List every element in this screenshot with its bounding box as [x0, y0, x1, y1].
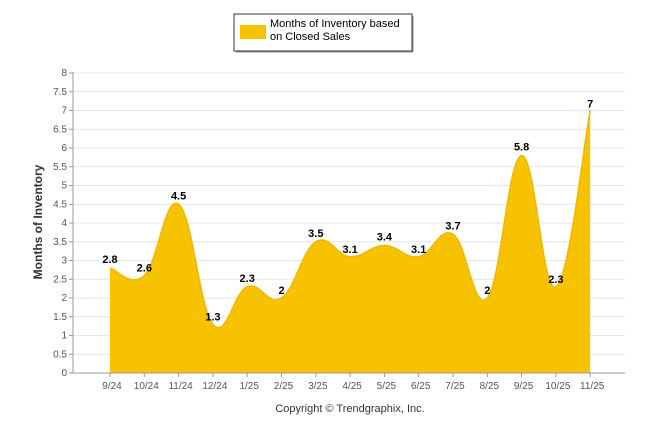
- legend-swatch: [240, 25, 266, 39]
- y-tick-label: 1: [61, 331, 67, 342]
- data-label: 2.6: [137, 263, 152, 275]
- y-tick-label: 3.5: [53, 237, 67, 248]
- y-tick-label: 2.5: [53, 274, 67, 285]
- y-tick-label: 2: [61, 293, 67, 304]
- series-line: [109, 110, 591, 329]
- x-tick-label: 11/25: [580, 381, 605, 392]
- y-tick-label: 5: [61, 181, 67, 192]
- x-tick-label: 1/25: [239, 381, 259, 392]
- x-tick-label: 7/25: [445, 381, 465, 392]
- series-area: [110, 110, 591, 373]
- data-label: 2.3: [240, 273, 255, 285]
- y-tick-label: 4: [61, 218, 67, 229]
- x-tick-label: 10/24: [134, 381, 159, 392]
- y-axis-title: Months of Inventory: [31, 164, 45, 279]
- data-label: 2: [278, 285, 284, 297]
- y-tick-label: 5.5: [53, 162, 67, 173]
- x-tick-label: 12/24: [202, 381, 227, 392]
- legend-label-line2: on Closed Sales: [270, 31, 351, 43]
- data-label: 3.5: [308, 228, 323, 240]
- x-tick-label: 4/25: [342, 381, 362, 392]
- y-tick-label: 8: [61, 68, 67, 79]
- data-label: 5.8: [514, 142, 529, 154]
- legend-label-line1: Months of Inventory based: [270, 18, 400, 30]
- y-tick-label: 4.5: [53, 199, 67, 210]
- x-axis-ticks: 9/24 10/24 11/24 12/24 1/25 2/25 3/25 4/25 5/25 6…: [102, 373, 605, 392]
- y-tick-label: 7.5: [53, 87, 67, 98]
- data-label: 3.7: [445, 220, 460, 232]
- y-tick-label: 6: [61, 143, 67, 154]
- data-label: 1.3: [205, 311, 220, 323]
- data-label: 4.5: [171, 190, 186, 202]
- x-tick-label: 9/24: [102, 381, 122, 392]
- y-tick-label: 1.5: [53, 312, 67, 323]
- data-labels: 2.8 2.6 4.5 1.3 2.3 2 3.5 3.1 3.4 3.1 3.7 2 5.8 2.3 7: [102, 99, 593, 324]
- data-label: 2.8: [102, 254, 117, 266]
- data-label: 2.3: [548, 274, 563, 286]
- x-tick-label: 9/25: [514, 381, 534, 392]
- y-axis-ticks: 0 0.5 1 1.5 2 2.5 3 3.5 4 4.5 5 5.5 6 6.5 7 7.5 8: [53, 68, 73, 379]
- x-tick-label: 2/25: [274, 381, 294, 392]
- x-tick-label: 6/25: [411, 381, 431, 392]
- y-tick-label: 3: [61, 256, 67, 267]
- data-label: 3.1: [342, 244, 357, 256]
- data-label: 3.4: [377, 232, 393, 244]
- x-tick-label: 11/24: [168, 381, 193, 392]
- x-tick-label: 8/25: [480, 381, 500, 392]
- data-label: 2: [484, 285, 490, 297]
- x-tick-label: 10/25: [545, 381, 570, 392]
- data-label: 7: [587, 99, 593, 111]
- x-tick-label: 3/25: [308, 381, 328, 392]
- data-label: 3.1: [411, 244, 426, 256]
- x-tick-label: 5/25: [377, 381, 397, 392]
- y-tick-label: 0: [61, 368, 67, 379]
- legend: Months of Inventory based on Closed Sale…: [233, 13, 414, 53]
- y-tick-label: 0.5: [53, 349, 67, 360]
- y-tick-label: 7: [61, 106, 67, 117]
- copyright-text: Copyright © Trendgraphix, Inc.: [275, 403, 424, 415]
- y-tick-label: 6.5: [53, 124, 67, 135]
